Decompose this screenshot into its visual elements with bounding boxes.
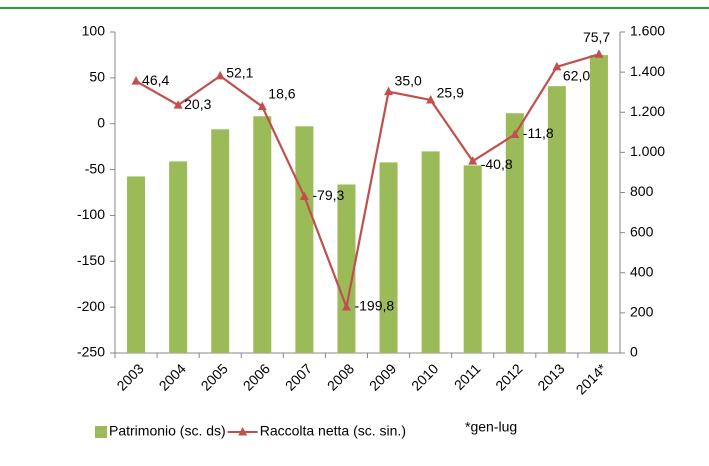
- marker: [384, 86, 394, 96]
- x-tick-label: 2011: [451, 360, 484, 393]
- data-label: -40,8: [481, 156, 513, 172]
- x-tick-label: 2006: [240, 360, 273, 393]
- marker: [341, 301, 351, 311]
- bar: [337, 184, 356, 353]
- marker: [426, 94, 436, 104]
- y-tick-label: -50: [85, 160, 105, 176]
- data-label: 35,0: [395, 72, 422, 88]
- y2-tick-label: 1.000: [630, 143, 665, 159]
- marker: [510, 129, 520, 139]
- data-label: 25,9: [437, 85, 464, 101]
- x-tick-label: 2007: [282, 360, 315, 393]
- y-tick-label: -150: [77, 252, 105, 268]
- x-tick-label: 2014*: [573, 360, 611, 398]
- marker: [594, 49, 604, 58]
- x-tick-label: 2004: [156, 360, 189, 393]
- y-tick-label: -200: [77, 298, 105, 314]
- y2-tick-label: 600: [630, 223, 654, 239]
- bar: [421, 151, 440, 353]
- x-tick-label: 2012: [492, 360, 525, 393]
- legend-label: Patrimonio (sc. ds): [109, 423, 226, 439]
- x-tick-label: 2013: [534, 360, 567, 393]
- marker: [299, 191, 309, 200]
- data-label: 75,7: [583, 29, 610, 45]
- data-label: 46,4: [142, 72, 169, 88]
- bar: [589, 55, 608, 354]
- bar: [379, 162, 398, 353]
- bar: [463, 165, 482, 353]
- bar: [505, 113, 524, 353]
- x-tick-label: 2005: [198, 360, 231, 393]
- bar: [547, 86, 566, 353]
- annotation: *gen-lug: [465, 419, 517, 435]
- marker: [173, 100, 183, 109]
- bar: [253, 116, 272, 353]
- data-label: -79,3: [312, 187, 344, 203]
- y2-tick-label: 0: [630, 344, 638, 360]
- y2-tick-label: 1.600: [630, 23, 665, 39]
- x-tick-label: 2010: [408, 360, 441, 393]
- y-tick-label: 100: [82, 23, 106, 39]
- marker: [468, 156, 478, 165]
- marker: [131, 76, 141, 85]
- bar: [295, 126, 314, 353]
- y-tick-label: -100: [77, 206, 105, 222]
- marker: [215, 70, 225, 80]
- data-label: -11,8: [523, 125, 554, 141]
- data-label: 18,6: [268, 85, 295, 101]
- legend-swatch: [238, 427, 248, 436]
- y2-tick-label: 200: [630, 304, 654, 320]
- data-label: -199,8: [354, 298, 394, 314]
- y2-tick-label: 1.200: [630, 103, 665, 119]
- marker: [257, 101, 267, 111]
- x-tick-label: 2008: [324, 360, 357, 393]
- y-tick-label: 0: [97, 114, 105, 130]
- y2-tick-label: 400: [630, 263, 654, 279]
- data-label: 62,0: [563, 68, 590, 84]
- y2-tick-label: 800: [630, 183, 654, 199]
- data-label: 52,1: [226, 65, 253, 81]
- y-tick-label: 50: [89, 69, 105, 85]
- x-tick-label: 2009: [366, 360, 399, 393]
- marker: [552, 61, 562, 71]
- bar: [127, 176, 146, 353]
- y-tick-label: -250: [77, 344, 105, 360]
- bar: [211, 129, 230, 353]
- bar: [169, 161, 188, 353]
- y2-tick-label: 1.400: [630, 63, 665, 79]
- legend-label: Raccolta netta (sc. sin.): [260, 423, 406, 439]
- legend-swatch: [95, 426, 107, 438]
- data-label: 20,3: [184, 96, 211, 112]
- x-tick-label: 2003: [113, 360, 146, 393]
- line: [135, 53, 600, 311]
